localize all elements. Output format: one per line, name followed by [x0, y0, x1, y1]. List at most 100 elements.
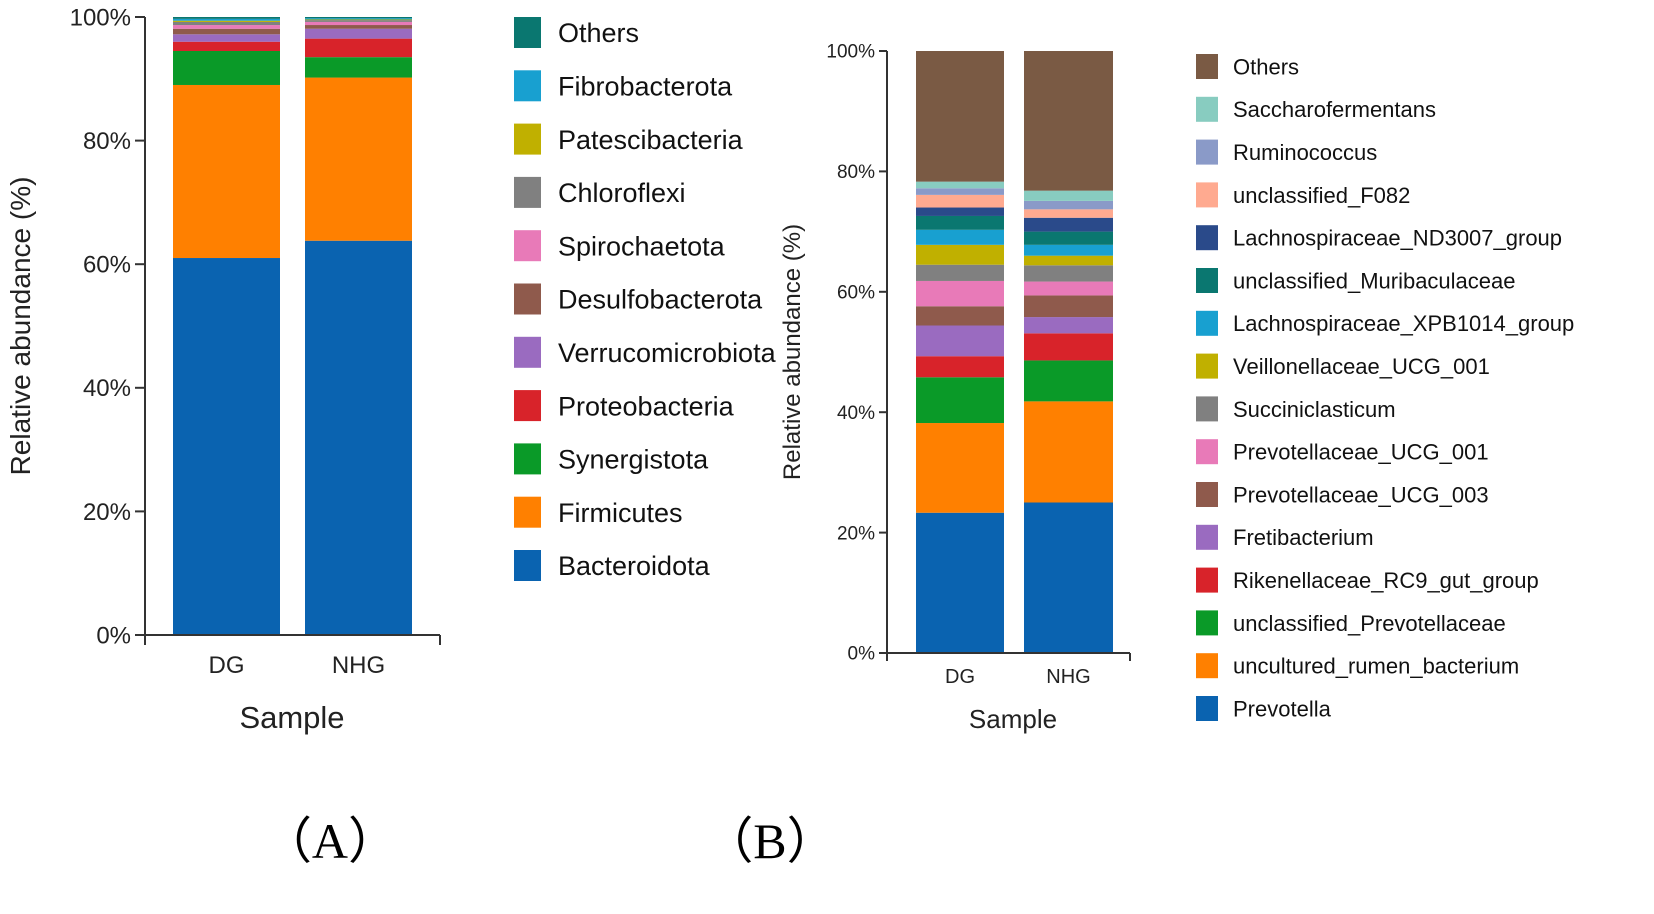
legend-swatch-spirochaetota	[514, 230, 541, 262]
legend-label-prevotellaceae-ucg-001: Prevotellaceae_UCG_001	[1233, 440, 1489, 465]
legend-label-fibrobacterota: Fibrobacterota	[558, 72, 733, 102]
bar-segment-dg-firmicutes	[173, 84, 280, 259]
legend-label-succiniclasticum: Succiniclasticum	[1233, 397, 1396, 422]
legend-label-prevotellaceae-ucg-003: Prevotellaceae_UCG_003	[1233, 482, 1489, 507]
legend-swatch-veillonellaceae-ucg-001	[1196, 353, 1218, 379]
y-axis-title: Relative abundance (%)	[779, 224, 806, 480]
bar-segment-nhg-lachnospiraceae-xpb1014-group	[1024, 244, 1113, 256]
legend-label-firmicutes: Firmicutes	[558, 498, 683, 528]
y-tick-label: 20%	[837, 523, 875, 544]
legend-swatch-prevotellaceae-ucg-001	[1196, 439, 1218, 465]
y-tick-label: 0%	[848, 644, 876, 665]
bar-segment-dg-unclassified-f082	[916, 194, 1004, 208]
legend-swatch-rikenellaceae-rc9-gut-group	[1196, 567, 1218, 593]
legend-label-rikenellaceae-rc9-gut-group: Rikenellaceae_RC9_gut_group	[1233, 568, 1539, 593]
legend-label-chloroflexi: Chloroflexi	[558, 178, 686, 208]
bar-segment-dg-spirochaetota	[173, 25, 280, 29]
legend-swatch-chloroflexi	[514, 176, 541, 208]
y-tick-label: 60%	[837, 282, 875, 303]
x-tick-label-nhg: NHG	[1046, 666, 1090, 688]
bar-segment-dg-others	[173, 17, 280, 19]
bar-segment-nhg-proteobacteria	[305, 38, 412, 58]
bar-segment-dg-succiniclasticum	[916, 264, 1004, 281]
bar-segment-dg-bacteroidota	[173, 258, 280, 635]
legend-label-veillonellaceae-ucg-001: Veillonellaceae_UCG_001	[1233, 354, 1490, 379]
bar-segment-nhg-others	[305, 17, 412, 19]
bar-segment-dg-prevotellaceae-ucg-001	[916, 280, 1004, 307]
bar-segment-nhg-saccharofermentans	[1024, 190, 1113, 201]
panel-a: DG NHG 0% 20% 40% 60% 80% 100% Sample Relative ab…	[5, 4, 777, 869]
bar-segment-nhg-unclassified-muribaculaceae	[1024, 231, 1113, 245]
y-tick-label: 40%	[83, 375, 131, 402]
bar-segment-dg-unclassified-prevotellaceae	[916, 377, 1004, 424]
legend-swatch-synergistota	[514, 443, 541, 475]
legend-swatch-prevotellaceae-ucg-003	[1196, 482, 1218, 507]
legend-swatch-patescibacteria	[514, 123, 541, 155]
legend-swatch-firmicutes	[514, 496, 541, 528]
bar-segment-dg-rikenellaceae-rc9-gut-group	[916, 356, 1004, 378]
bar-segment-nhg-synergistota	[305, 57, 412, 78]
x-axis-title: Sample	[969, 704, 1057, 734]
panel-label: （B）	[703, 813, 836, 869]
legend-swatch-succiniclasticum	[1196, 396, 1218, 422]
bar-segment-dg-others	[916, 51, 1004, 182]
bar-segment-dg-veillonellaceae-ucg-001	[916, 244, 1004, 265]
legend-label-proteobacteria: Proteobacteria	[558, 391, 735, 421]
panel-b: DG NHG 0% 20% 40% 60% 80% 100% Sample Relative ab…	[703, 42, 1574, 869]
bar-segment-nhg-prevotellaceae-ucg-001	[1024, 281, 1113, 296]
legend-label-patescibacteria: Patescibacteria	[558, 125, 744, 155]
bar-segment-nhg-uncultured-rumen-bacterium	[1024, 401, 1113, 503]
bar-segment-nhg-lachnospiraceae-nd3007-group	[1024, 217, 1113, 232]
bar-segment-nhg-prevotellaceae-ucg-003	[1024, 295, 1113, 318]
legend-label-unclassified-muribaculaceae: unclassified_Muribaculaceae	[1233, 268, 1516, 293]
y-axis-title: Relative abundance (%)	[5, 177, 36, 476]
legend-swatch-ruminococcus	[1196, 139, 1218, 165]
bar-segment-nhg-verrucomicrobiota	[305, 28, 412, 39]
bar-segment-nhg-succiniclasticum	[1024, 265, 1113, 282]
bar-segment-nhg-fibrobacterota	[305, 18, 412, 20]
x-tick-label-dg: DG	[209, 652, 245, 679]
legend-swatch-fretibacterium	[1196, 524, 1218, 550]
legend-label-synergistota: Synergistota	[558, 445, 709, 475]
legend-label-unclassified-prevotellaceae: unclassified_Prevotellaceae	[1233, 611, 1506, 636]
x-axis-title: Sample	[239, 700, 344, 735]
bar-segment-dg-prevotella	[916, 512, 1004, 653]
legend-swatch-others	[514, 17, 541, 48]
y-tick-label: 60%	[83, 252, 131, 279]
bar-segment-nhg-patescibacteria	[305, 19, 412, 21]
legend-label-spirochaetota: Spirochaetota	[558, 231, 726, 261]
y-tick-label: 80%	[837, 162, 875, 183]
legend-label-others: Others	[1233, 54, 1299, 79]
bar-segment-dg-patescibacteria	[173, 20, 280, 22]
legend-swatch-others	[1196, 54, 1218, 79]
legend-label-unclassified-f082: unclassified_F082	[1233, 183, 1410, 208]
x-tick-label-nhg: NHG	[332, 652, 385, 679]
bar-segment-dg-verrucomicrobiota	[173, 34, 280, 42]
y-tick-label: 100%	[70, 4, 131, 31]
x-tick-label-dg: DG	[945, 666, 975, 688]
legend-swatch-bacteroidota	[514, 550, 541, 581]
bar-segment-nhg-rikenellaceae-rc9-gut-group	[1024, 333, 1113, 361]
bar-segment-dg-synergistota	[173, 50, 280, 85]
legend-swatch-lachnospiraceae-xpb1014-group	[1196, 310, 1218, 336]
legend-label-verrucomicrobiota: Verrucomicrobiota	[558, 338, 777, 368]
bar-segment-dg-ruminococcus	[916, 188, 1004, 195]
legend-label-lachnospiraceae-nd3007-group: Lachnospiraceae_ND3007_group	[1233, 226, 1562, 251]
bar-segment-dg-fretibacterium	[916, 325, 1004, 357]
legend-swatch-unclassified-prevotellaceae	[1196, 610, 1218, 636]
legend-label-lachnospiraceae-xpb1014-group: Lachnospiraceae_XPB1014_group	[1233, 311, 1574, 336]
bar-segment-dg-lachnospiraceae-nd3007-group	[916, 207, 1004, 216]
y-tick-label: 20%	[83, 499, 131, 526]
legend-swatch-uncultured-rumen-bacterium	[1196, 653, 1218, 679]
bar-segment-nhg-unclassified-f082	[1024, 209, 1113, 218]
legend-label-uncultured-rumen-bacterium: uncultured_rumen_bacterium	[1233, 654, 1519, 679]
bar-segment-dg-proteobacteria	[173, 41, 280, 51]
legend-swatch-verrucomicrobiota	[514, 336, 541, 368]
bar-segment-nhg-others	[1024, 51, 1113, 191]
legend-swatch-saccharofermentans	[1196, 96, 1218, 122]
bar-segment-nhg-firmicutes	[305, 77, 412, 241]
bar-segment-nhg-spirochaetota	[305, 21, 412, 26]
bar-segment-dg-uncultured-rumen-bacterium	[916, 423, 1004, 513]
bar-segment-nhg-desulfobacterota	[305, 25, 412, 29]
